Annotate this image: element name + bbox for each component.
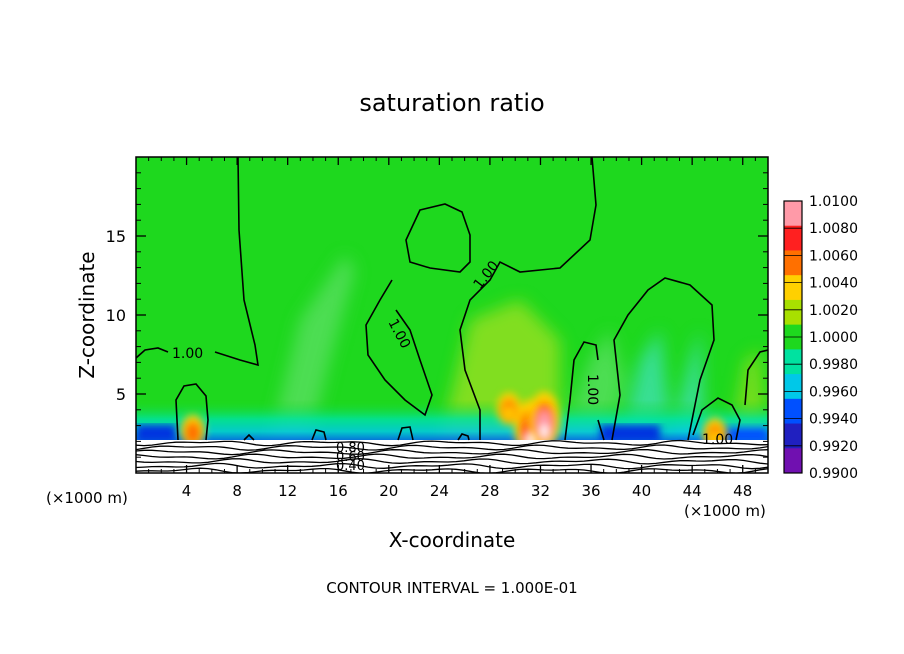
x-tick-label: 48 [733, 482, 752, 500]
colorbar-swatch [784, 201, 802, 227]
colorbar-swatch [784, 250, 802, 276]
cold-spots [136, 425, 768, 442]
x-axis: 4 8 12 16 20 24 28 32 36 40 44 48 [148, 157, 756, 500]
contour-center-left [365, 279, 433, 417]
y-tick-label: 10 [106, 306, 126, 325]
ground-contour-line [136, 439, 768, 447]
contour-right-bubble [744, 349, 768, 406]
colorbar-swatch [784, 349, 802, 375]
contour-left-label-seg [136, 347, 169, 359]
contour-label-7: 0.60 [336, 450, 365, 465]
x-unit-left: (×1000 m) [46, 489, 128, 507]
contour-label-8: 0.40 [336, 459, 365, 474]
contour-label-4: 1.00 [584, 374, 600, 405]
contour-right-small [692, 397, 741, 441]
x-tick-label: 28 [480, 482, 499, 500]
colorbar-swatch [784, 225, 802, 251]
x-tick-label: 4 [182, 482, 192, 500]
x-tick-label: 36 [581, 482, 600, 500]
ground-contour-line [136, 453, 768, 460]
x-tick-label: 40 [632, 482, 651, 500]
colorbar-label: 0.9920 [809, 439, 858, 455]
x-tick-label: 12 [278, 482, 297, 500]
colorbar-label: 1.0040 [809, 276, 858, 292]
contour-label-1: 1.00 [172, 346, 203, 362]
ground-layer [136, 440, 768, 473]
colorbar-label: 1.0060 [809, 248, 858, 264]
colorbar-label: 0.9980 [809, 357, 858, 373]
contour-upper-loop [405, 203, 471, 273]
hotspot-core [187, 427, 198, 442]
contour-label-6: 0.80 [336, 441, 365, 456]
contour-lines [136, 157, 768, 441]
contour-center [459, 157, 597, 440]
colorbar-swatch [784, 423, 802, 449]
contour-right-large [611, 277, 715, 441]
x-tick-label: 44 [683, 482, 702, 500]
ground-contour-line [136, 448, 768, 456]
colorbar: 1.0100 1.0080 1.0060 1.0040 1.0020 1.0000 0.99… [783, 194, 858, 482]
colorbar-swatch [784, 374, 802, 400]
contour-label-5: 1.00 [702, 432, 733, 448]
contour-small-bump2 [397, 426, 414, 441]
ground-contour-line [136, 458, 768, 465]
y-axis: 5 10 15 [106, 172, 768, 458]
colorbar-swatch [784, 275, 802, 301]
hotspot-peak [540, 424, 549, 439]
colorbar-label: 1.0000 [809, 330, 858, 346]
colorbar-label: 1.0020 [809, 303, 858, 319]
colorbar-label: 0.9940 [809, 412, 858, 428]
x-tick-label: 16 [329, 482, 348, 500]
y-tick-label: 5 [116, 385, 126, 404]
contour-inner-right [564, 341, 599, 441]
contour-small-bump4 [243, 433, 255, 441]
colorbar-label: 1.0080 [809, 221, 858, 237]
x-tick-label: 8 [232, 482, 242, 500]
colorbar-swatch [784, 299, 802, 326]
plot-area: 1.00 1.00 1.00 1.00 1.00 0.80 0.60 0.40 [136, 157, 768, 474]
contour-small-bump1 [311, 429, 327, 441]
x-unit-right: (×1000 m) [684, 502, 766, 520]
chart-title: saturation ratio [359, 89, 544, 117]
x-axis-label: X-coordinate [389, 528, 516, 552]
contour-left-top [214, 157, 259, 367]
colorbar-label: 0.9960 [809, 384, 858, 400]
x-tick-label: 32 [531, 482, 550, 500]
colorbar-label: 1.0100 [809, 194, 858, 210]
contour-interval-note: CONTOUR INTERVAL = 1.000E-01 [326, 579, 577, 597]
colorbar-swatch [784, 448, 802, 474]
contour-inner-right-b [597, 419, 605, 441]
ground-contour-line [136, 444, 768, 451]
contour-left-bubble [175, 383, 209, 441]
colorbar-swatch [784, 398, 802, 425]
y-axis-label: Z-coordinate [75, 251, 99, 378]
ground-contour-line [136, 462, 768, 470]
y-tick-label: 15 [106, 227, 126, 246]
x-tick-label: 24 [430, 482, 449, 500]
cold-band [136, 400, 768, 442]
contour-small-bump3 [457, 433, 470, 441]
colorbar-label: 0.9900 [809, 466, 858, 482]
hotspot-core [503, 405, 514, 420]
x-tick-label: 20 [379, 482, 398, 500]
